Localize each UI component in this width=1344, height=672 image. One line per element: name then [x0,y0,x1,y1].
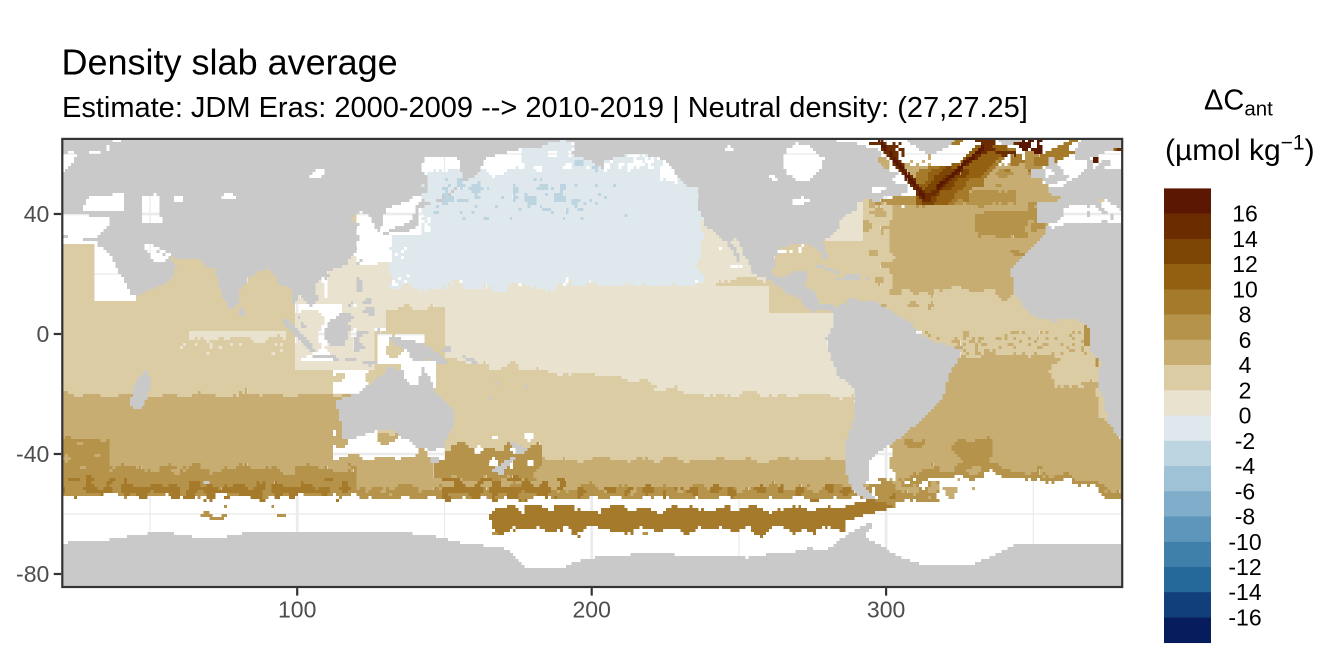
svg-text:-4: -4 [1235,453,1256,479]
svg-text:-10: -10 [1228,529,1261,555]
svg-text:100: 100 [278,597,316,623]
svg-text:-40: -40 [16,441,49,467]
svg-text:Density slab average: Density slab average [62,42,398,83]
svg-text:0: 0 [1239,403,1252,429]
svg-text:10: 10 [1232,276,1258,302]
svg-text:6: 6 [1239,327,1252,353]
svg-text:300: 300 [867,597,905,623]
svg-text:40: 40 [24,201,50,227]
svg-text:-6: -6 [1235,478,1255,504]
svg-text:-12: -12 [1228,554,1261,580]
svg-text:-16: -16 [1228,605,1261,631]
svg-text:2: 2 [1239,377,1252,403]
svg-text:12: 12 [1232,251,1258,277]
svg-text:-8: -8 [1235,504,1255,530]
svg-text:Estimate: JDM Eras: 2000-2009: Estimate: JDM Eras: 2000-2009 --> 2010-2… [62,92,1028,124]
svg-text:8: 8 [1239,302,1252,328]
svg-text:4: 4 [1239,352,1252,378]
svg-text:16: 16 [1232,201,1258,227]
svg-text:200: 200 [573,597,611,623]
svg-text:14: 14 [1232,226,1258,252]
svg-text:0: 0 [37,321,50,347]
svg-text:-2: -2 [1235,428,1255,454]
svg-text:-80: -80 [16,561,49,587]
svg-text:-14: -14 [1228,579,1261,605]
